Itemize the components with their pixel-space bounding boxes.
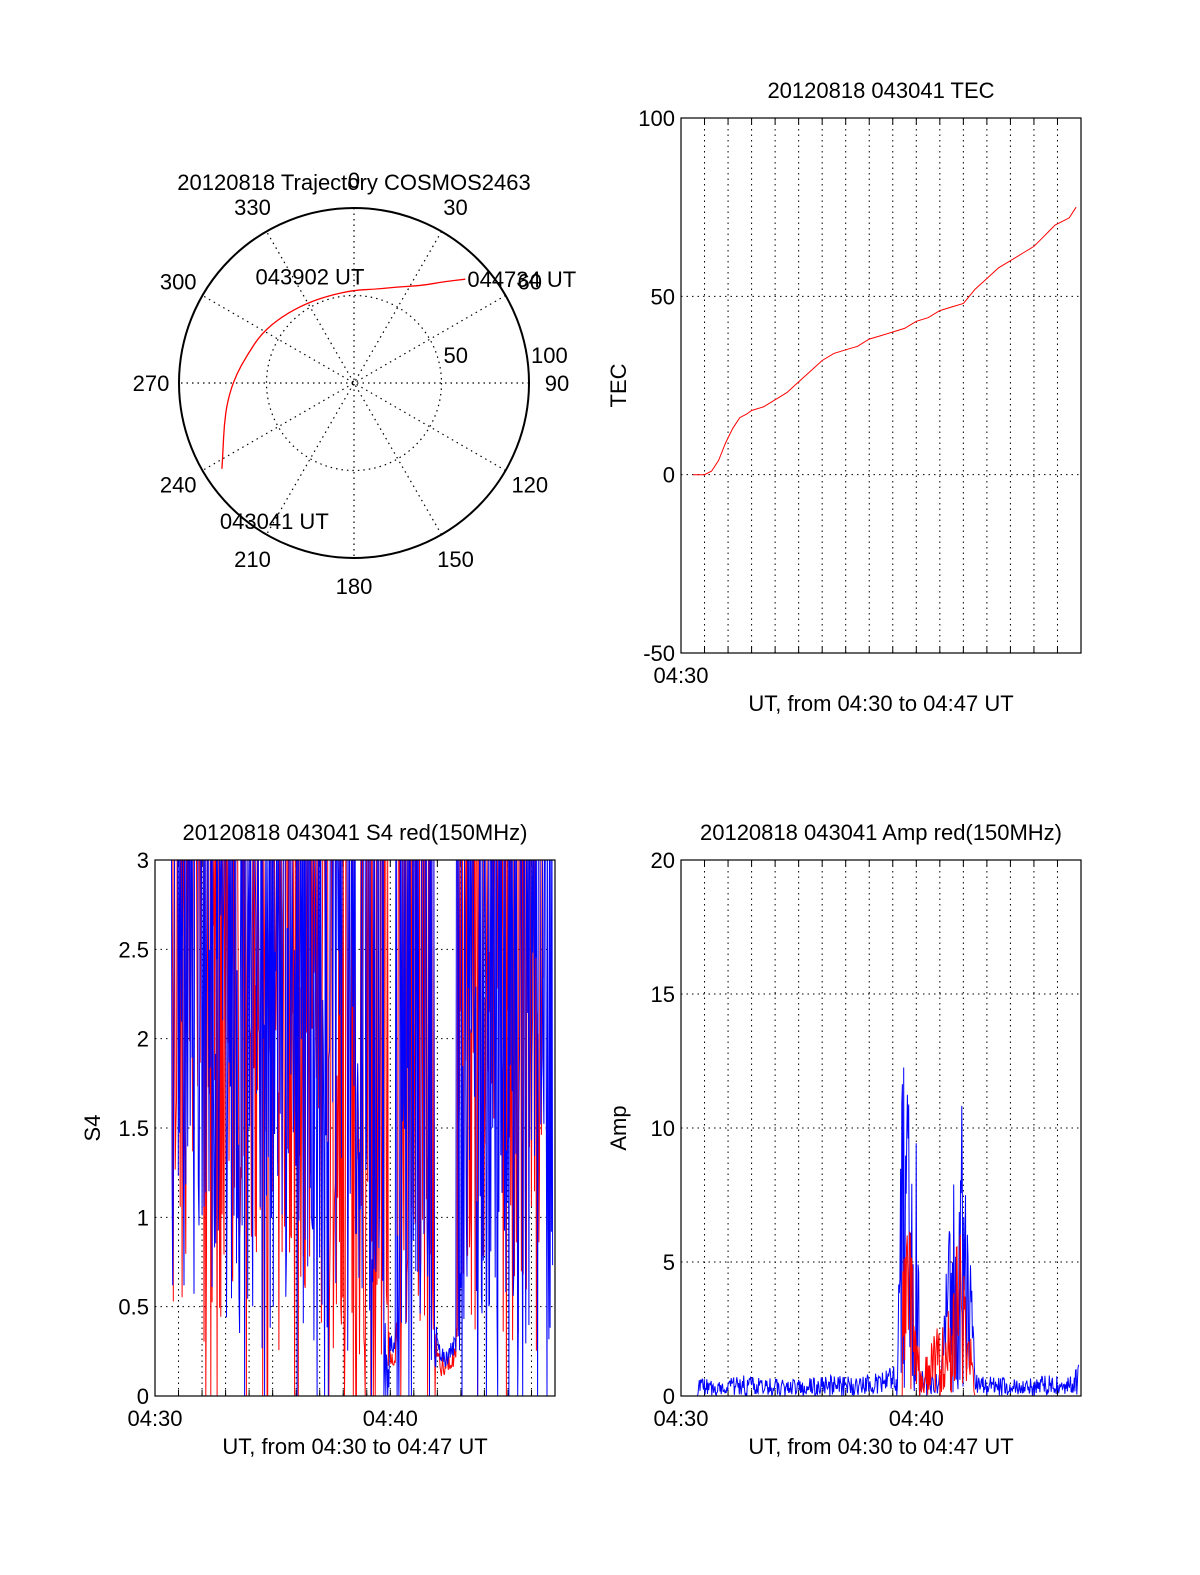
- panel3-frame: [680, 859, 1082, 1397]
- panel2-ytick-label: 2.5: [118, 937, 149, 962]
- panel2-ylabel: S4: [80, 1115, 105, 1142]
- panel3-title: 20120818 043041 Amp red(150MHz): [700, 820, 1062, 845]
- polar-title: 20120818 Trajectory COSMOS2463: [177, 170, 530, 195]
- panel1-ytick-label: 100: [638, 106, 675, 131]
- panel1-plot-area: [693, 206, 1077, 476]
- panel1-xtick-label: 04:30: [653, 663, 708, 688]
- panel2-xlabel: UT, from 04:30 to 04:47 UT: [222, 1434, 487, 1459]
- panel2-ytick-label: 3: [137, 848, 149, 873]
- panel1-ytick-label: 50: [651, 284, 675, 309]
- panel3-ytick-label: 0: [663, 1384, 675, 1409]
- panel2-frame: [154, 859, 556, 1397]
- panel3-xlabel: UT, from 04:30 to 04:47 UT: [748, 1434, 1013, 1459]
- panel1-frame: [680, 117, 1082, 654]
- panel1-series-0: [693, 206, 1077, 476]
- panel2-ytick-label: 0.5: [118, 1295, 149, 1320]
- polar-angle-label-120: 120: [511, 473, 548, 498]
- panel3-plot-area: [697, 1067, 1080, 1396]
- polar-angle-label-330: 330: [234, 195, 271, 220]
- panel1-xlabel: UT, from 04:30 to 04:47 UT: [748, 691, 1013, 716]
- panel1-ytick-label: 0: [663, 463, 675, 488]
- panel1-title: 20120818 043041 TEC: [767, 78, 994, 103]
- panel2-xtick-label: 04:40: [363, 1406, 418, 1431]
- panel1-ylabel: TEC: [606, 363, 631, 407]
- panel2-ytick-label: 1.5: [118, 1116, 149, 1141]
- panel2-ytick-label: 1: [137, 1205, 149, 1230]
- polar-angle-label-240: 240: [160, 473, 197, 498]
- panel2-xtick-label: 04:30: [127, 1406, 182, 1431]
- panel2-ytick-label: 2: [137, 1027, 149, 1052]
- panel3-series-1: [901, 1231, 976, 1396]
- panel3-xtick-label: 04:30: [653, 1406, 708, 1431]
- polar-angle-label-180: 180: [336, 574, 373, 599]
- panel1-ytick-label: -50: [643, 641, 675, 666]
- panel3-ytick-label: 5: [663, 1250, 675, 1275]
- polar-angle-label-90: 90: [545, 371, 569, 396]
- panel3-ylabel: Amp: [606, 1105, 631, 1150]
- polar-angle-label-30: 30: [443, 195, 467, 220]
- polar-radial-label-100: 100: [531, 343, 568, 368]
- polar-angle-label-210: 210: [234, 547, 271, 572]
- panel3-ytick-label: 10: [651, 1116, 675, 1141]
- polar-angle-label-0: 0: [348, 168, 360, 193]
- polar-annotation-1: 043902 UT: [256, 265, 365, 290]
- polar-trajectory-line-0: [221, 278, 466, 469]
- panel2-title: 20120818 043041 S4 red(150MHz): [183, 820, 528, 845]
- polar-spoke-120: [202, 294, 506, 472]
- polar-angle-label-300: 300: [160, 270, 197, 295]
- polar-spoke-150: [265, 231, 443, 535]
- polar-spoke-60: [202, 294, 506, 472]
- polar-annotation-2: 043041 UT: [220, 509, 329, 534]
- panel2-series-1: [171, 860, 554, 1396]
- polar-angle-label-60: 60: [518, 270, 542, 295]
- polar-angle-label-270: 270: [133, 371, 170, 396]
- polar-annotation-0: 044734 UT: [467, 267, 576, 292]
- polar-angle-label-150: 150: [437, 547, 474, 572]
- panel3-ytick-label: 15: [651, 982, 675, 1007]
- panel2-plot-area: [171, 860, 554, 1396]
- panel3-ytick-label: 20: [651, 848, 675, 873]
- panel3-xtick-label: 04:40: [889, 1406, 944, 1431]
- polar-grid-circle-50: [265, 294, 443, 472]
- polar-radial-label-50: 50: [444, 343, 468, 368]
- polar-spoke-30: [265, 231, 443, 535]
- panel3-series-0: [697, 1067, 1080, 1396]
- panel2-ytick-label: 0: [137, 1384, 149, 1409]
